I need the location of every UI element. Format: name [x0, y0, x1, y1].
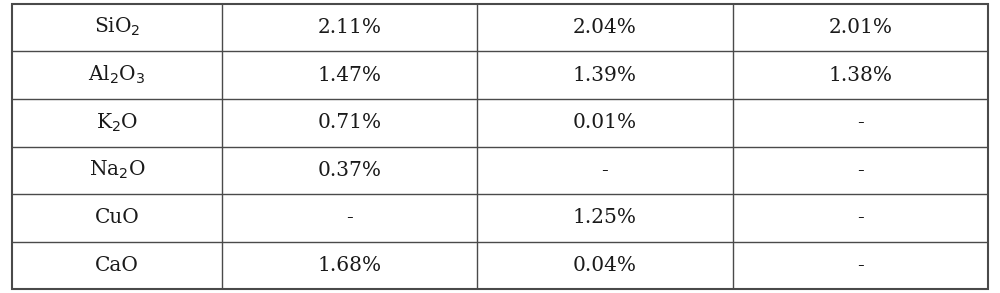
Text: 2.11%: 2.11% [318, 18, 382, 37]
Text: 1.68%: 1.68% [317, 256, 382, 275]
Text: 0.71%: 0.71% [317, 113, 382, 132]
Text: -: - [857, 209, 864, 227]
Text: 0.37%: 0.37% [318, 161, 382, 180]
Text: -: - [857, 256, 864, 275]
Text: K$_2$O: K$_2$O [96, 112, 138, 134]
Text: 1.25%: 1.25% [573, 209, 637, 227]
Text: Al$_2$O$_3$: Al$_2$O$_3$ [88, 64, 146, 86]
Text: -: - [857, 161, 864, 180]
Text: -: - [346, 209, 353, 227]
Text: 2.04%: 2.04% [573, 18, 637, 37]
Text: 0.04%: 0.04% [573, 256, 637, 275]
Text: CaO: CaO [95, 256, 139, 275]
Text: -: - [857, 113, 864, 132]
Text: -: - [602, 161, 608, 180]
Text: 2.01%: 2.01% [828, 18, 892, 37]
Text: 1.38%: 1.38% [828, 66, 892, 84]
Text: 0.01%: 0.01% [573, 113, 637, 132]
Text: CuO: CuO [95, 209, 139, 227]
Text: SiO$_2$: SiO$_2$ [94, 16, 140, 38]
Text: Na$_2$O: Na$_2$O [89, 159, 145, 181]
Text: 1.39%: 1.39% [573, 66, 637, 84]
Text: 1.47%: 1.47% [318, 66, 382, 84]
